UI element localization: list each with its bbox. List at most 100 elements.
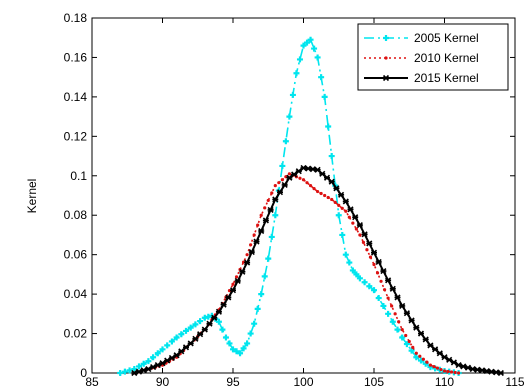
series-point xyxy=(318,74,325,81)
series-point xyxy=(314,54,321,61)
series-point xyxy=(439,367,443,372)
series-point xyxy=(215,308,222,315)
series-point xyxy=(390,304,394,308)
series-point xyxy=(321,93,328,100)
y-tick-label: 0.16 xyxy=(64,50,88,64)
series-point xyxy=(239,268,246,275)
series-point xyxy=(312,186,316,191)
series-point xyxy=(131,369,138,377)
series-point xyxy=(342,251,349,258)
series-point xyxy=(399,334,406,341)
series-point xyxy=(314,166,321,173)
series-point xyxy=(421,357,425,361)
series-point xyxy=(340,206,344,210)
series-point xyxy=(164,342,171,349)
series-point xyxy=(328,178,335,185)
series-point xyxy=(379,279,383,283)
series-point xyxy=(273,184,277,188)
series-point xyxy=(361,240,366,244)
series-point xyxy=(240,345,247,352)
series-point xyxy=(457,371,461,375)
legend-entry: 2010 Kernel xyxy=(364,51,479,65)
series-point xyxy=(168,338,175,345)
y-axis-label: Kernel xyxy=(25,179,39,214)
series-point xyxy=(319,170,326,177)
series-point xyxy=(361,279,368,286)
series-point xyxy=(265,255,272,262)
series-point xyxy=(393,312,397,316)
series-point xyxy=(281,181,288,189)
series-point xyxy=(256,223,260,227)
series-point xyxy=(330,197,334,202)
series-point xyxy=(356,222,363,229)
series-point xyxy=(413,324,420,331)
series-point xyxy=(225,294,232,301)
series-2015-kernel xyxy=(131,164,504,377)
legend-entry: 2015 Kernel xyxy=(364,71,479,85)
series-point xyxy=(182,344,190,351)
series-point xyxy=(365,248,369,252)
series-point xyxy=(154,350,161,357)
series-point xyxy=(382,288,387,292)
series-point xyxy=(159,346,166,353)
series-point xyxy=(436,350,443,357)
series-point xyxy=(282,138,289,145)
series-point xyxy=(358,233,362,237)
x-tick-label: 105 xyxy=(364,375,384,387)
y-tick-label: 0.12 xyxy=(64,129,88,143)
y-tick-label: 0.04 xyxy=(64,287,88,301)
legend-marker xyxy=(384,56,388,60)
series-point xyxy=(404,333,408,338)
series-point xyxy=(259,213,263,217)
series-point xyxy=(298,176,302,180)
series-point xyxy=(192,321,199,328)
series-point xyxy=(266,198,270,203)
series-point xyxy=(414,351,418,355)
series-point xyxy=(307,36,314,43)
series-point xyxy=(347,206,354,213)
series-point xyxy=(428,363,432,367)
y-tick-label: 0.18 xyxy=(64,11,88,25)
series-point xyxy=(453,370,457,375)
series-point xyxy=(442,369,447,373)
series-point xyxy=(449,370,454,374)
series-point xyxy=(344,209,348,213)
series-point xyxy=(305,181,309,185)
series-point xyxy=(295,168,302,175)
series-point xyxy=(197,331,204,338)
series-point xyxy=(237,350,244,357)
series-point xyxy=(300,42,307,49)
series-point xyxy=(215,318,222,325)
series-point xyxy=(460,363,467,370)
series-point xyxy=(323,174,331,181)
series-point xyxy=(368,255,373,259)
legend-marker xyxy=(383,35,389,41)
legend-entry: 2005 Kernel xyxy=(364,31,479,45)
series-point xyxy=(316,189,320,194)
series-point xyxy=(354,227,358,231)
series-point xyxy=(145,358,152,365)
series-point xyxy=(353,271,360,278)
series-point xyxy=(418,354,422,358)
series-point xyxy=(291,171,298,178)
x-tick-label: 85 xyxy=(85,375,99,387)
series-point xyxy=(417,330,425,337)
series-point xyxy=(375,295,382,302)
series-layer xyxy=(117,36,504,377)
series-point xyxy=(338,191,345,198)
series-point xyxy=(339,231,346,238)
series-point xyxy=(333,200,337,205)
series-point xyxy=(135,368,143,375)
series-point xyxy=(427,342,434,349)
x-tick-label: 90 xyxy=(156,375,170,387)
series-point xyxy=(375,258,382,265)
series-point xyxy=(164,357,171,364)
series-point xyxy=(140,360,147,367)
series-point xyxy=(337,203,341,207)
series-point xyxy=(178,348,185,355)
series-point xyxy=(187,340,194,347)
series-point xyxy=(389,285,396,292)
series-point xyxy=(261,273,268,280)
series-point xyxy=(140,367,147,374)
series-point xyxy=(263,206,267,210)
